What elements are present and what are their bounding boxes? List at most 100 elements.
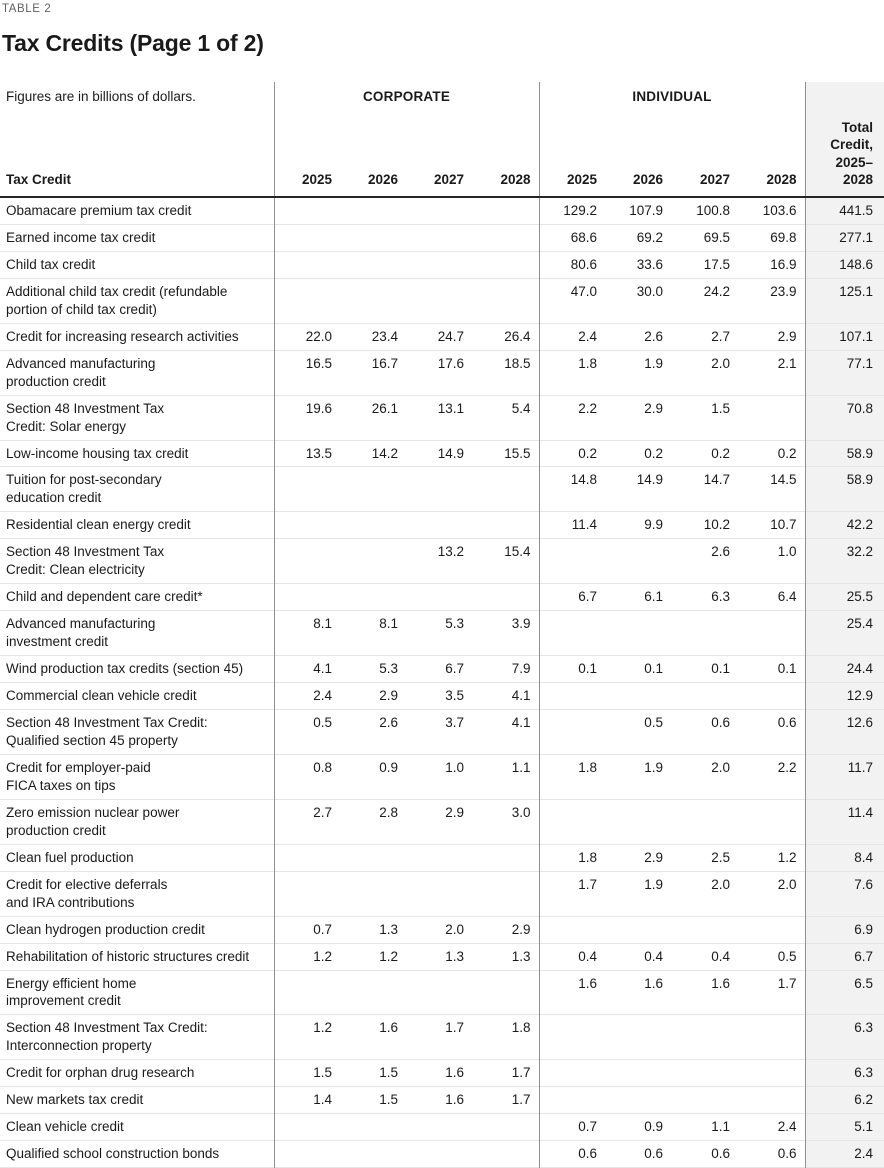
individual-2025-value: 68.6 bbox=[538, 224, 605, 252]
individual-2025-value: 1.7 bbox=[538, 871, 605, 917]
corporate-2027-value: 2.9 bbox=[445, 804, 464, 820]
total-credit-value: 441.5 bbox=[804, 197, 884, 225]
corporate-2025-value: 13.5 bbox=[273, 440, 340, 467]
corporate-2028-value: 4.1 bbox=[511, 715, 531, 731]
individual-2028-value: 0.1 bbox=[777, 661, 797, 677]
individual-2027-value: 0.2 bbox=[711, 445, 730, 461]
corporate-2026-value: 1.5 bbox=[379, 1092, 398, 1108]
corporate-2026-value bbox=[340, 278, 406, 323]
individual-2026-value: 1.9 bbox=[644, 355, 663, 371]
corporate-2028-value bbox=[472, 584, 539, 611]
tax-credit-name: Residential clean energy credit bbox=[6, 517, 191, 533]
individual-2025-value: 2.2 bbox=[538, 395, 605, 441]
total-credit-value: 5.1 bbox=[804, 1113, 884, 1141]
corporate-2025-value: 8.1 bbox=[273, 610, 340, 656]
tax-credit-name: Wind production tax credits (section 45) bbox=[6, 661, 244, 677]
corporate-2025-value: 0.5 bbox=[273, 709, 340, 755]
corporate-2028-value: 1.3 bbox=[511, 948, 531, 964]
individual-2025-value: 0.1 bbox=[538, 655, 605, 683]
individual-2028-value: 14.5 bbox=[770, 472, 797, 488]
corporate-2027-value: 1.0 bbox=[445, 759, 464, 775]
corporate-2028-value bbox=[472, 970, 539, 1015]
individual-2026-value bbox=[605, 916, 671, 943]
individual-2025-value: 2.4 bbox=[538, 323, 605, 351]
corporate-2028-value: 18.5 bbox=[504, 355, 531, 371]
individual-2028-value: 103.6 bbox=[762, 203, 797, 218]
corporate-2026-value bbox=[340, 584, 406, 611]
individual-2027-value: 0.6 bbox=[711, 715, 730, 731]
corporate-2025-value bbox=[273, 871, 340, 917]
total-credit-value: 58.9 bbox=[804, 440, 884, 467]
individual-year-header-2025: 2025 bbox=[538, 128, 605, 197]
corporate-2026-value bbox=[340, 539, 406, 584]
individual-2025-value bbox=[538, 916, 605, 944]
individual-2025-value: 0.4 bbox=[538, 943, 605, 970]
corporate-2026-value: 26.1 bbox=[371, 400, 398, 416]
corporate-2027-value bbox=[406, 278, 472, 323]
individual-2026-value: 107.9 bbox=[629, 203, 663, 218]
individual-2028-value: 0.6 bbox=[777, 715, 797, 731]
individual-2027-value: 0.1 bbox=[711, 661, 730, 677]
individual-2028-value bbox=[738, 611, 805, 656]
individual-2027-value: 1.1 bbox=[711, 1119, 730, 1135]
individual-2026-value: 0.5 bbox=[644, 715, 663, 731]
individual-2028-value bbox=[738, 1087, 805, 1114]
corporate-2027-value: 3.5 bbox=[445, 688, 464, 704]
individual-2028-value bbox=[738, 683, 805, 710]
individual-2025-value: 1.8 bbox=[538, 350, 605, 396]
total-credit-value: 7.6 bbox=[804, 871, 884, 917]
group-header-individual: INDIVIDUAL bbox=[538, 82, 805, 128]
tax-credit-name: Low-income housing tax credit bbox=[6, 445, 189, 461]
corporate-2026-value bbox=[340, 1141, 406, 1168]
total-credit-value: 107.1 bbox=[804, 323, 884, 351]
corporate-2026-value: 2.9 bbox=[379, 688, 398, 704]
individual-2026-value: 1.9 bbox=[644, 876, 663, 892]
individual-2028-value bbox=[738, 1015, 805, 1060]
total-credit-value: 6.7 bbox=[804, 943, 884, 970]
table-row: Wind production tax credits (section 45)… bbox=[0, 655, 884, 683]
tax-credit-name: Tuition for post-secondary education cre… bbox=[6, 472, 162, 506]
corporate-2027-value bbox=[406, 197, 472, 224]
corporate-year-header-2025: 2025 bbox=[273, 128, 340, 197]
individual-2028-value: 16.9 bbox=[770, 256, 797, 272]
table-row: Commercial clean vehicle credit 2.4 2.9 3.5… bbox=[0, 682, 884, 710]
individual-2025-value bbox=[538, 1086, 605, 1114]
individual-2028-value bbox=[738, 799, 805, 844]
corporate-2025-value bbox=[273, 251, 340, 279]
corporate-2028-value bbox=[472, 197, 539, 224]
individual-2027-value bbox=[671, 1015, 738, 1060]
corporate-2027-value: 3.7 bbox=[445, 715, 464, 731]
corporate-2025-value bbox=[273, 466, 340, 512]
total-credit-value: 42.2 bbox=[804, 511, 884, 539]
total-credit-value: 70.8 bbox=[804, 395, 884, 441]
individual-2027-value: 69.5 bbox=[703, 229, 730, 245]
individual-year-header-2028: 2028 bbox=[766, 172, 797, 188]
corporate-2027-value bbox=[406, 1141, 472, 1168]
tax-credit-name: Section 48 Investment Tax Credit: Clean … bbox=[6, 544, 165, 578]
corporate-2028-value: 1.1 bbox=[511, 759, 531, 775]
individual-2025-value: 129.2 bbox=[538, 197, 605, 225]
total-credit-value: 6.2 bbox=[804, 1086, 884, 1114]
table-row: Credit for increasing research activitie… bbox=[0, 323, 884, 351]
corporate-2025-value bbox=[273, 511, 340, 539]
individual-2026-value: 0.6 bbox=[644, 1146, 663, 1162]
table-row: Clean fuel production 1.8 2.9 2.5 1.2 8.4 bbox=[0, 844, 884, 872]
individual-2028-value: 1.7 bbox=[777, 975, 797, 991]
individual-2026-value: 6.1 bbox=[644, 589, 663, 605]
corporate-2028-value: 4.1 bbox=[511, 688, 531, 704]
tax-credit-name: Clean vehicle credit bbox=[6, 1119, 124, 1135]
total-credit-value: 2.4 bbox=[804, 1140, 884, 1168]
report-page: TABLE 2 Tax Credits (Page 1 of 2) Figure… bbox=[0, 3, 884, 1168]
individual-2027-value bbox=[671, 1060, 738, 1087]
corporate-2026-value bbox=[340, 251, 406, 278]
corporate-2027-value: 6.7 bbox=[445, 661, 464, 677]
individual-2027-value: 2.7 bbox=[711, 328, 730, 344]
individual-2026-value: 2.9 bbox=[644, 400, 663, 416]
total-credit-value: 25.5 bbox=[804, 583, 884, 611]
tax-credit-name: Credit for increasing research activitie… bbox=[6, 328, 239, 344]
individual-2028-value: 1.0 bbox=[777, 544, 797, 560]
tax-credit-name: Advanced manufacturing production credit bbox=[6, 355, 156, 389]
individual-2026-value: 0.4 bbox=[644, 948, 663, 964]
tax-credit-name: Section 48 Investment Tax Credit: Interc… bbox=[6, 1020, 208, 1054]
corporate-2025-value bbox=[273, 1140, 340, 1168]
